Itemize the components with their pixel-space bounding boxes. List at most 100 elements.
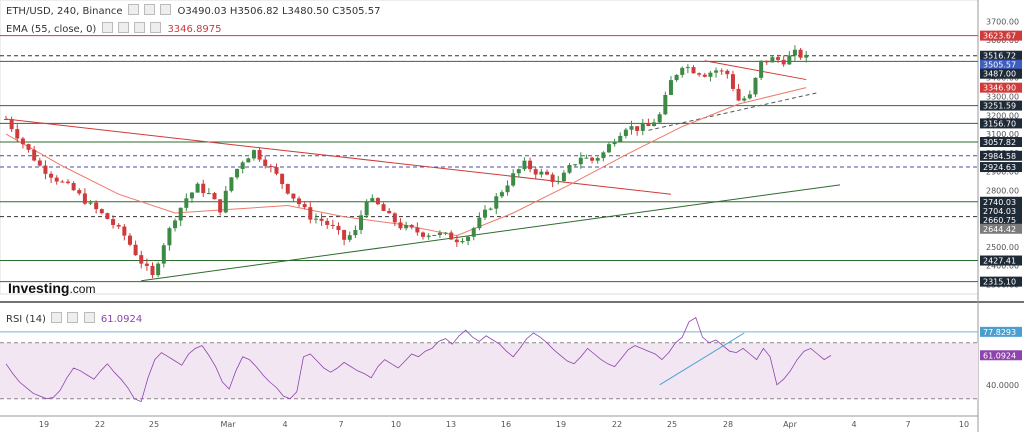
candle-body	[454, 239, 459, 243]
candle-body	[77, 190, 82, 194]
ema-legend: EMA (55, close, 0) 3346.8975	[6, 22, 222, 35]
candle-body	[218, 199, 223, 213]
price-label-text: 2644.42	[983, 225, 1016, 234]
price-label-text: 3346.90	[983, 84, 1016, 93]
candle-body	[336, 225, 341, 231]
header-eye-icon[interactable]	[143, 4, 155, 15]
rsi-close-icon[interactable]	[83, 312, 95, 323]
candle-body	[173, 220, 178, 229]
candle-body	[714, 70, 719, 73]
candle-body	[471, 228, 476, 237]
time-tick-label: 10	[391, 420, 401, 429]
price-label-text: 3156.70	[983, 119, 1016, 128]
candle-body	[432, 234, 437, 236]
ohlc-high: H3506.82	[229, 6, 279, 17]
candle-body	[652, 122, 657, 127]
rsi-tick-label: 40.0000	[986, 381, 1019, 390]
time-tick-label: 22	[95, 420, 105, 429]
rsi-level-box	[980, 326, 1022, 337]
ema-label: EMA (55, close, 0)	[6, 24, 97, 35]
price-label-box	[980, 150, 1022, 161]
candle-body	[43, 165, 48, 174]
candle-body	[798, 49, 803, 58]
candle-body	[770, 57, 775, 63]
candle-body	[719, 70, 724, 72]
time-tick-label: 13	[446, 420, 456, 429]
price-label-box	[980, 30, 1022, 41]
ema-more-icon[interactable]	[150, 22, 162, 33]
price-label-box	[980, 223, 1022, 234]
candle-body	[668, 80, 673, 95]
candle-body	[528, 160, 533, 170]
price-tick-label: 2500.00	[986, 243, 1019, 252]
symbol-title: ETH/USD, 240, Binance	[6, 6, 123, 17]
candle-body	[567, 164, 572, 173]
rsi-eye-icon[interactable]	[51, 312, 63, 323]
time-tick-label: 19	[39, 420, 49, 429]
candle-body	[353, 229, 358, 236]
candle-body	[32, 149, 37, 161]
candle-body	[725, 70, 730, 75]
candle-body	[291, 193, 296, 199]
candle-body	[550, 174, 555, 182]
price-label-text: 3487.00	[983, 70, 1016, 79]
candle-body	[640, 123, 645, 131]
candle-body	[623, 129, 628, 136]
investing-logo: Investing.com	[8, 280, 95, 296]
candle-body	[804, 54, 809, 58]
candle-body	[144, 263, 149, 266]
trendline	[648, 92, 818, 131]
candle-body	[398, 222, 403, 229]
price-tick-label: 3300.00	[986, 92, 1019, 101]
candle-body	[325, 220, 330, 225]
candle-body	[781, 59, 786, 65]
ema-line	[5, 87, 807, 237]
candle-body	[201, 183, 206, 194]
candle-body	[533, 169, 538, 175]
candle-body	[347, 235, 352, 240]
price-label-text: 2315.10	[983, 278, 1016, 287]
header-close-icon[interactable]	[160, 4, 172, 15]
time-tick-label: 7	[338, 420, 343, 429]
candle-body	[178, 207, 183, 221]
candle-body	[370, 198, 375, 202]
candle-body	[578, 157, 583, 165]
candle-body	[426, 235, 431, 237]
price-label-text: 3516.72	[983, 52, 1016, 61]
ema-close-icon[interactable]	[133, 22, 145, 33]
rsi-settings-icon[interactable]	[67, 312, 79, 323]
time-tick-label: 4	[282, 420, 287, 429]
candle-body	[635, 126, 640, 131]
ema-layer	[5, 87, 807, 237]
candle-body	[387, 210, 392, 214]
time-tick-label: 25	[149, 420, 159, 429]
candle-body	[54, 177, 59, 182]
price-label-box	[980, 100, 1022, 111]
time-tick-label: 10	[959, 420, 969, 429]
candles	[4, 45, 809, 279]
candle-body	[127, 235, 132, 245]
candle-body	[421, 232, 426, 237]
candle-body	[522, 160, 527, 170]
price-label-box	[980, 59, 1022, 70]
header-settings-icon[interactable]	[127, 4, 139, 15]
candle-body	[206, 193, 211, 195]
price-tick-label: 2400.00	[986, 262, 1019, 271]
ema-eye-icon[interactable]	[101, 22, 113, 33]
candle-body	[404, 225, 409, 229]
ema-settings-icon[interactable]	[117, 22, 129, 33]
candle-body	[274, 167, 279, 174]
candle-body	[26, 144, 31, 150]
price-label-box	[980, 255, 1022, 266]
candle-body	[65, 181, 70, 184]
candle-body	[49, 173, 54, 178]
candle-body	[657, 114, 662, 123]
price-label-box	[980, 50, 1022, 61]
candle-body	[601, 152, 606, 159]
candle-body	[161, 245, 166, 264]
rsi-level-text: 61.0924	[983, 351, 1016, 360]
rsi-line	[5, 316, 832, 403]
candle-body	[330, 224, 335, 226]
candle-body	[37, 160, 42, 166]
